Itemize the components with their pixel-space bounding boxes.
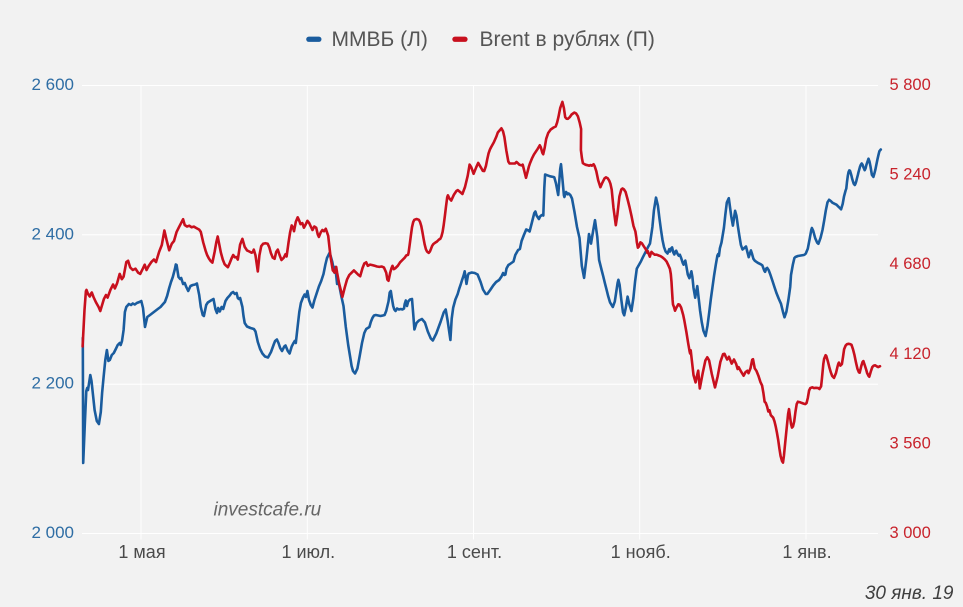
svg-text:3 000: 3 000 — [890, 524, 931, 542]
svg-text:4 680: 4 680 — [890, 255, 931, 273]
svg-text:30 янв. 19: 30 янв. 19 — [865, 583, 954, 604]
svg-text:1 янв.: 1 янв. — [782, 542, 831, 562]
svg-text:1 мая: 1 мая — [118, 542, 165, 562]
svg-text:1 нояб.: 1 нояб. — [611, 542, 671, 562]
svg-text:2 000: 2 000 — [31, 523, 74, 542]
svg-text:5 240: 5 240 — [890, 166, 931, 184]
svg-text:1 сент.: 1 сент. — [447, 542, 502, 562]
svg-text:2 600: 2 600 — [31, 75, 74, 94]
svg-text:3 560: 3 560 — [890, 434, 931, 452]
svg-text:1 июл.: 1 июл. — [281, 542, 335, 562]
svg-text:2 400: 2 400 — [31, 224, 74, 243]
svg-text:Brent в рублях (П): Brent в рублях (П) — [480, 28, 655, 51]
svg-text:investcafe.ru: investcafe.ru — [214, 500, 322, 521]
svg-text:2 200: 2 200 — [31, 374, 74, 393]
svg-text:ММВБ (Л): ММВБ (Л) — [332, 28, 428, 51]
svg-text:4 120: 4 120 — [890, 345, 931, 363]
svg-text:5 800: 5 800 — [890, 76, 931, 94]
